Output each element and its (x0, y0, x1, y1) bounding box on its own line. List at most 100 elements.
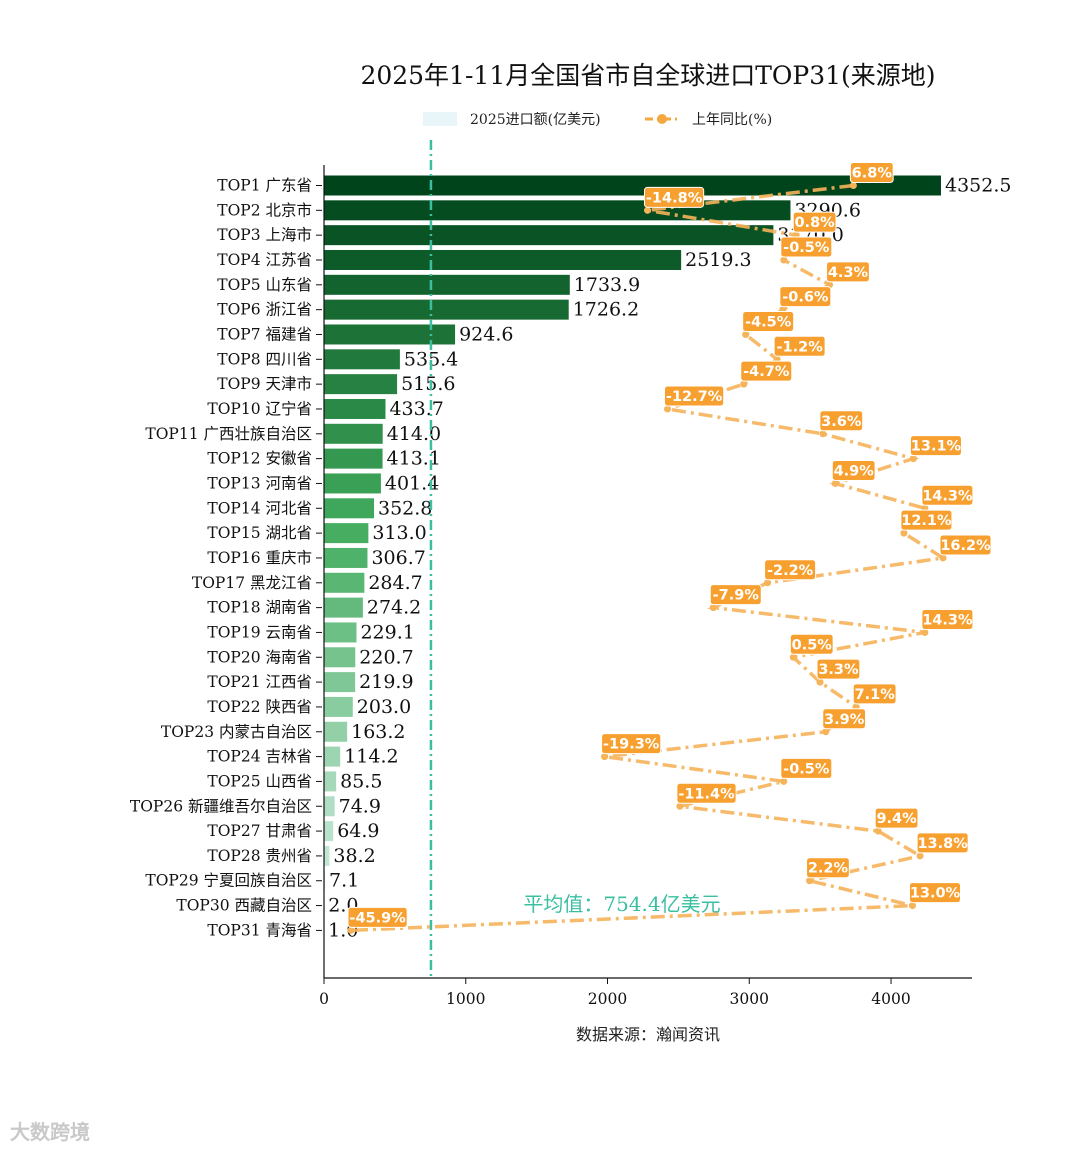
yoy-point (849, 182, 857, 189)
bar (324, 572, 365, 593)
bar (324, 299, 569, 320)
yoy-label-box (852, 683, 897, 705)
yoy-value-label: 6.8% (852, 166, 893, 182)
yoy-value-label: 16.2% (940, 538, 991, 554)
yoy-label-box (916, 832, 969, 854)
x-tick-label: 2000 (588, 990, 627, 1008)
category-label: TOP7 福建省 (217, 325, 312, 343)
category-label: TOP14 河北省 (207, 499, 312, 517)
yoy-point (822, 728, 830, 736)
yoy-value-label: 3.3% (818, 662, 859, 678)
yoy-value-label: 9.4% (876, 811, 917, 827)
yoy-label-box (676, 782, 737, 804)
yoy-label-box (900, 509, 953, 531)
bar (324, 796, 335, 817)
x-axis-label: 数据来源：瀚闻资讯 (576, 1025, 720, 1044)
yoy-value-label: 3.6% (821, 414, 862, 430)
category-label: TOP19 云南省 (207, 623, 312, 641)
yoy-value-label: -0.5% (783, 240, 830, 256)
bar (324, 324, 456, 345)
bar-value-label: 284.7 (368, 572, 422, 594)
bar (324, 448, 383, 469)
yoy-label-box (806, 857, 850, 879)
bar-value-label: 114.2 (344, 746, 398, 768)
yoy-point (939, 554, 947, 562)
bar-value-label: 64.9 (337, 820, 379, 842)
bar-value-label: 274.2 (367, 597, 421, 619)
bar-value-label: 515.6 (401, 373, 455, 395)
yoy-label-box (909, 435, 962, 457)
bar (324, 225, 774, 246)
bar (324, 473, 381, 494)
x-tick-label: 1000 (446, 990, 485, 1008)
category-label: TOP27 甘肃省 (207, 822, 312, 840)
legend-bar-label: 2025进口额(亿美元) (470, 112, 601, 128)
yoy-value-label: -11.4% (678, 786, 735, 802)
category-label: TOP2 北京市 (217, 201, 312, 219)
yoy-label-box (663, 385, 725, 407)
legend: 2025进口额(亿美元) 上年同比(%) (423, 112, 772, 128)
yoy-label-box (849, 162, 894, 183)
bar-value-label: 413.1 (387, 448, 441, 470)
category-label: TOP8 四川省 (217, 350, 312, 368)
category-label: TOP15 湖北省 (207, 524, 312, 542)
bar-value-label: 229.1 (360, 621, 414, 643)
legend-bar-swatch (423, 112, 457, 126)
bar-value-label: 1726.2 (573, 299, 639, 321)
y-axis-labels: TOP1 广东省 TOP2 北京市 TOP3 上海市 TOP4 江苏省 TOP5 山东省… (130, 177, 322, 939)
yoy-value-label: 14.3% (922, 612, 973, 628)
yoy-value-label: -2.2% (767, 563, 814, 579)
yoy-value-label: 3.9% (824, 712, 865, 728)
category-label: TOP22 陕西省 (207, 698, 312, 716)
yoy-point (789, 653, 797, 661)
legend-line-label: 上年同比(%) (692, 112, 772, 128)
yoy-point (676, 802, 684, 810)
yoy-label-box (764, 559, 817, 581)
yoy-label-box (347, 906, 408, 928)
x-axis: 0 1000 2000 3000 4000 (319, 165, 972, 1008)
bar (324, 845, 330, 866)
yoy-point (764, 579, 772, 587)
yoy-line (350, 183, 948, 933)
category-label: TOP4 江苏省 (217, 251, 312, 269)
category-label: TOP16 重庆市 (207, 549, 312, 567)
category-label: TOP6 浙江省 (217, 301, 312, 319)
yoy-label-box (709, 584, 762, 606)
category-label: TOP1 广东省 (217, 177, 312, 195)
bar-value-label: 414.0 (387, 423, 441, 445)
yoy-label-box (921, 484, 974, 506)
bar (324, 771, 337, 792)
bar-value-label: 401.4 (385, 472, 439, 494)
category-label: TOP9 天津市 (217, 375, 312, 393)
yoy-label-box (874, 807, 919, 829)
yoy-point (819, 430, 827, 438)
bar (324, 547, 368, 568)
bar-value-label: 313.0 (372, 522, 426, 544)
yoy-point (908, 902, 916, 910)
bar (324, 249, 682, 270)
bar-value-label: 74.9 (339, 795, 381, 817)
yoy-point (831, 479, 839, 487)
bar (324, 672, 356, 693)
yoy-point (816, 678, 824, 686)
bar (324, 175, 941, 196)
bar (324, 696, 353, 717)
yoy-line-series (347, 182, 948, 934)
category-label: TOP12 安徽省 (207, 450, 312, 468)
watermark: 大数跨境 (10, 1120, 90, 1144)
yoy-value-label: -0.6% (782, 290, 829, 306)
category-label: TOP10 辽宁省 (207, 400, 312, 418)
chart-title: 2025年1-11月全国省市自全球进口TOP31(来源地) (360, 61, 935, 90)
yoy-point (709, 604, 717, 612)
yoy-label-box (773, 335, 826, 357)
average-label: 平均值：754.4亿美元 (523, 892, 720, 916)
x-tick-label: 3000 (730, 990, 769, 1008)
yoy-value-label: 0.5% (792, 637, 833, 653)
yoy-point (663, 405, 671, 413)
category-label: TOP5 山东省 (217, 276, 312, 294)
yoy-value-label: 4.9% (834, 463, 875, 479)
category-label: TOP20 海南省 (207, 648, 312, 666)
yoy-value-labels: 6.8% -14.8% 0.8% -0.5% 4.3% -0.6% -4.5% -1.2% -4… (347, 162, 992, 928)
bar-series (324, 175, 941, 941)
